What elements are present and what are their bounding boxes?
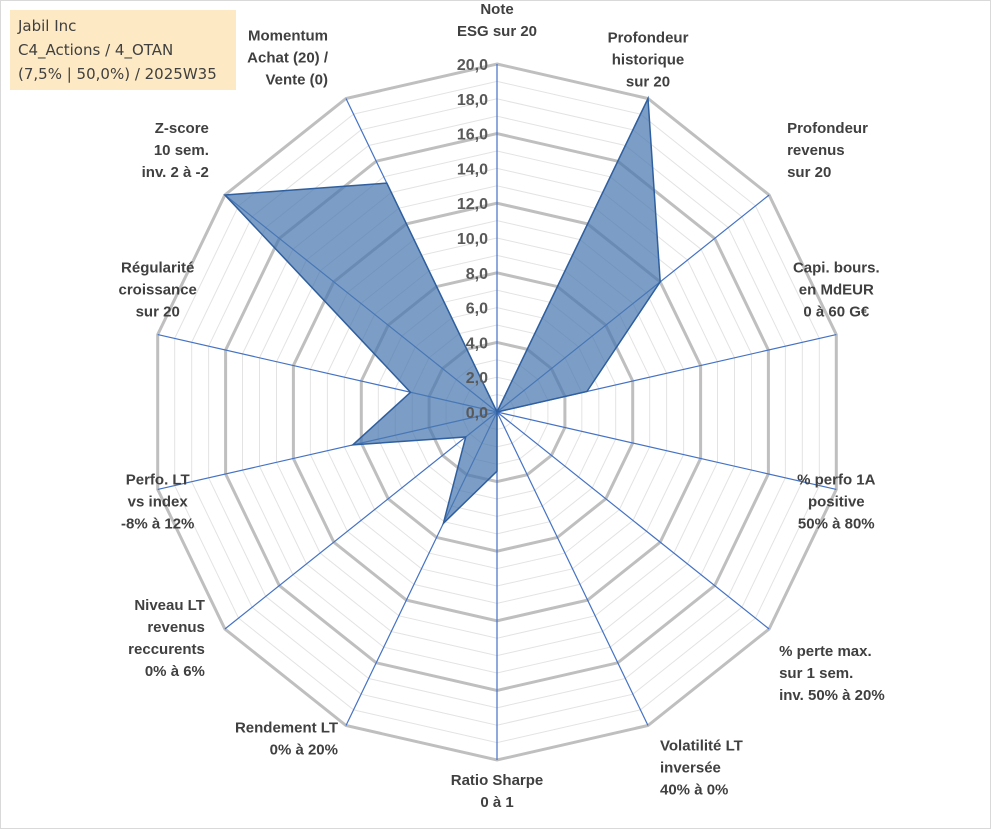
radar-category-label: revenus	[787, 142, 845, 159]
radar-tick-label: 4,0	[466, 335, 488, 352]
radar-tick-label: 10,0	[457, 231, 488, 248]
radar-tick-label: 20,0	[457, 57, 488, 74]
radar-category-label: 10 sem.	[154, 142, 209, 159]
radar-category-label: ESG sur 20	[457, 23, 537, 40]
radar-tick-label: 6,0	[466, 301, 488, 318]
radar-category-label: Volatilité LT	[660, 738, 743, 755]
radar-category-label: % perte max.	[779, 643, 872, 660]
radar-category-label: sur 20	[136, 304, 180, 321]
radar-tick-label: 12,0	[457, 196, 488, 213]
radar-category-label: Achat (20) /	[247, 50, 329, 67]
radar-category-label: Momentum	[248, 28, 328, 45]
radar-spoke	[496, 411, 770, 630]
radar-category-label: Note	[480, 1, 513, 18]
radar-tick-label: 0,0	[466, 405, 488, 422]
radar-category-label: 40% à 0%	[660, 782, 728, 799]
radar-category-label: Ratio Sharpe	[451, 772, 544, 789]
radar-category-label: Régularité	[121, 260, 194, 277]
radar-tick-labels: 0,0 2,0 4,0 6,0 8,0 10,0 12,0 14,0 16,0 18,0 20,0	[457, 57, 488, 422]
info-company-name: Jabil Inc	[18, 17, 77, 35]
radar-category-label: Perfo. LT	[126, 471, 190, 488]
radar-category-label: 0 à 60 G€	[803, 304, 870, 321]
info-parameters: (7,5% | 50,0%) / 2025W35	[18, 65, 217, 83]
info-category: C4_Actions / 4_OTAN	[18, 41, 174, 59]
radar-category-label: 0% à 6%	[145, 663, 205, 680]
radar-category-label: -8% à 12%	[121, 515, 194, 532]
radar-category-label: revenus	[147, 619, 205, 636]
radar-category-label: inv. 2 à -2	[142, 164, 209, 181]
radar-category-label: 0 à 1	[480, 794, 513, 811]
radar-tick-label: 2,0	[466, 370, 488, 387]
radar-category-label: en MdEUR	[799, 282, 874, 299]
radar-category-label: Z-score	[155, 120, 209, 137]
radar-category-label: vs index	[128, 493, 189, 510]
radar-spoke	[496, 411, 837, 490]
radar-category-label: Vente (0)	[265, 72, 328, 89]
radar-category-label: 50% à 80%	[798, 515, 875, 532]
radar-tick-label: 14,0	[457, 161, 488, 178]
radar-tick-label: 8,0	[466, 266, 488, 283]
radar-category-label: inv. 50% à 20%	[779, 687, 885, 704]
radar-category-label: historique	[612, 52, 685, 69]
radar-category-label: inversée	[660, 760, 721, 777]
radar-tick-label: 16,0	[457, 127, 488, 144]
radar-category-label: sur 1 sem.	[779, 665, 853, 682]
radar-category-label: croissance	[119, 282, 197, 299]
radar-category-label: Capi. bours.	[793, 260, 880, 277]
radar-category-label: % perfo 1A	[797, 471, 876, 488]
radar-category-label: Profondeur	[787, 120, 868, 137]
radar-tick-label: 18,0	[457, 92, 488, 109]
info-box: Jabil Inc C4_Actions / 4_OTAN (7,5% | 50…	[10, 10, 236, 90]
radar-category-label: Rendement LT	[235, 720, 338, 737]
radar-spoke	[224, 411, 498, 630]
radar-category-label: positive	[808, 493, 865, 510]
radar-category-label: Niveau LT	[134, 597, 205, 614]
radar-spoke	[496, 411, 649, 726]
radar-series	[223, 95, 661, 526]
radar-category-label: sur 20	[626, 74, 670, 91]
radar-category-label: sur 20	[787, 164, 831, 181]
radar-category-labels: Note ESG sur 20 Profondeur historique sur 20…	[119, 1, 885, 811]
radar-category-label: Profondeur	[608, 30, 689, 47]
radar-category-label: reccurents	[128, 641, 205, 658]
radar-category-label: 0% à 20%	[270, 742, 338, 759]
